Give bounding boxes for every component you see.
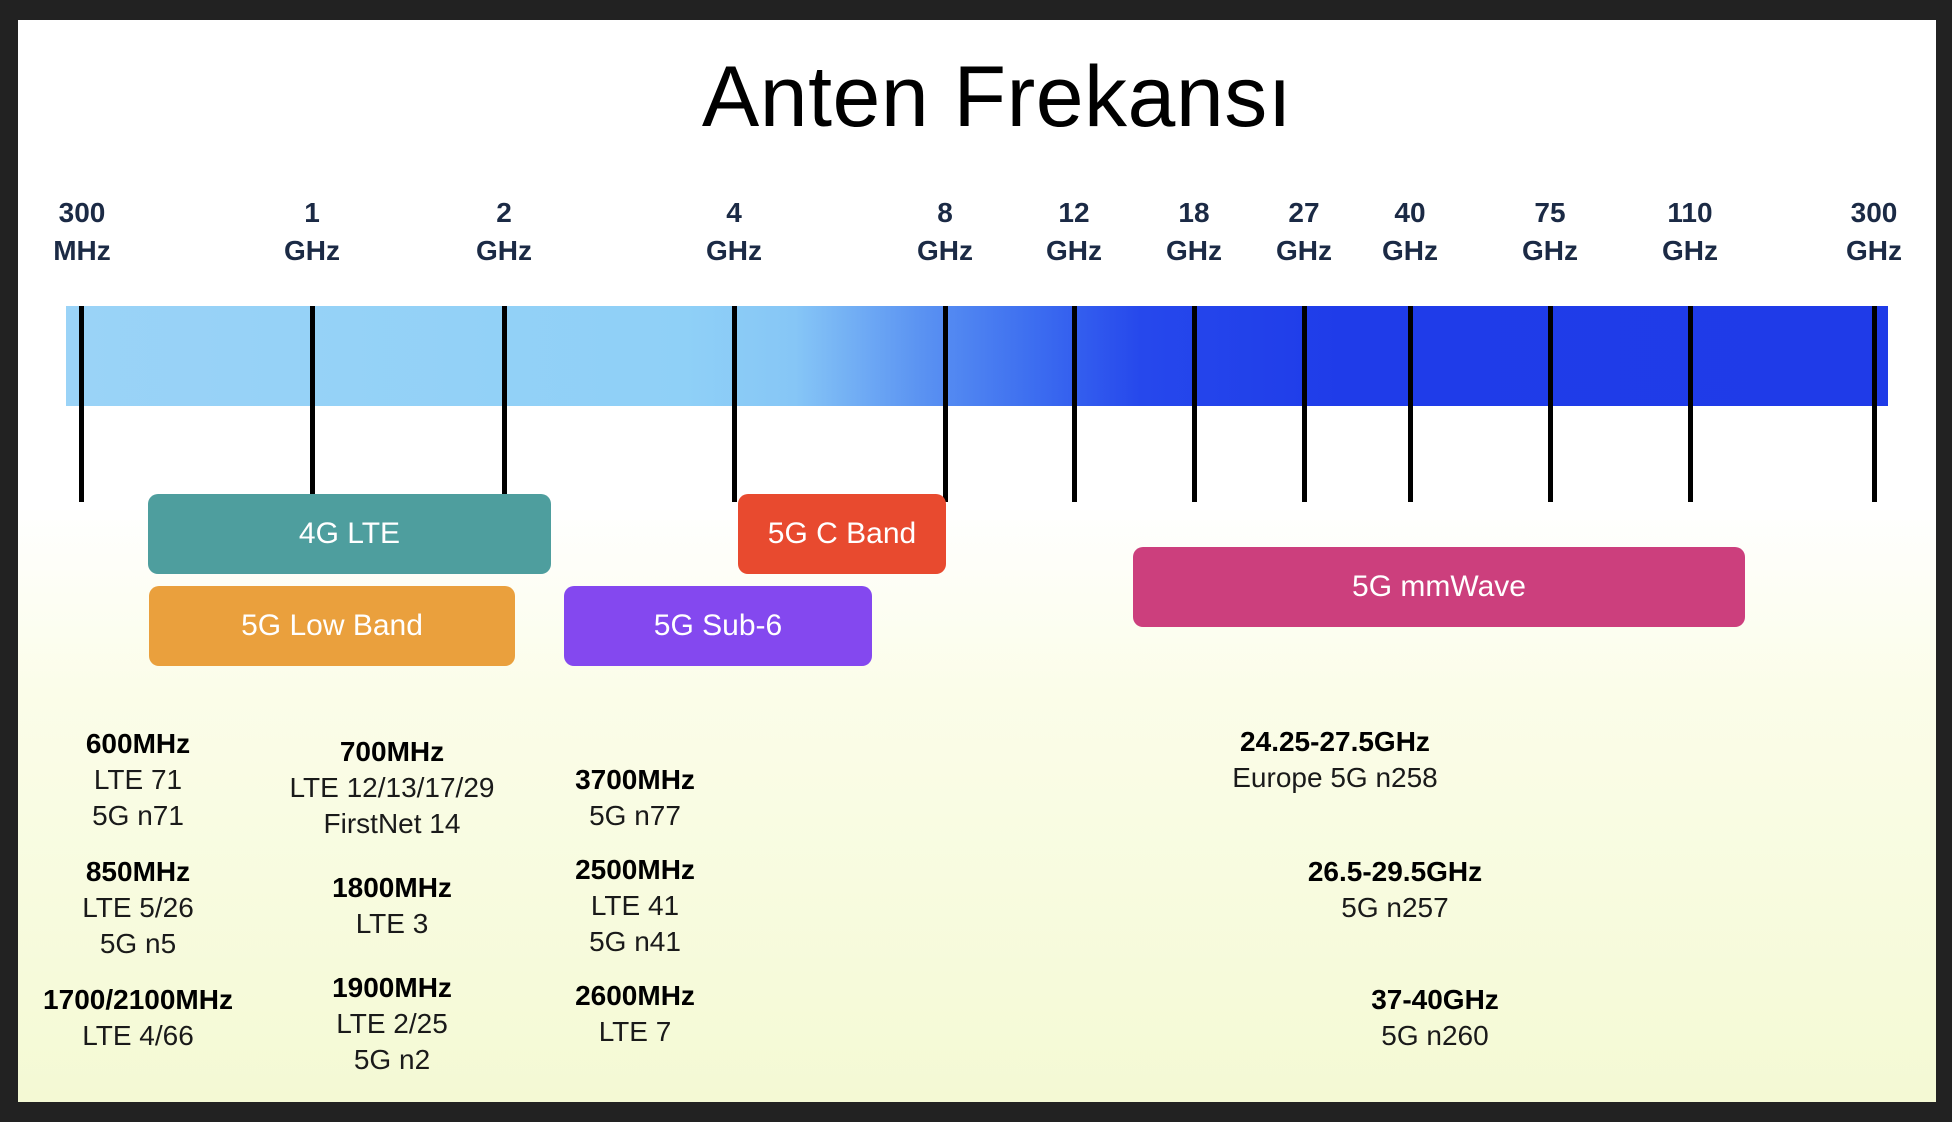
tick-line-300mhz — [79, 306, 84, 502]
freq-block-3700mhz: 3700MHz 5G n77 — [575, 764, 695, 831]
frequency-spectrum-bar — [66, 306, 1888, 406]
tick-label-2ghz: 2 GHz — [476, 197, 532, 266]
band-5g-sub-6: 5G Sub-6 — [564, 586, 872, 666]
tick-line-12ghz — [1072, 306, 1077, 502]
tick-line-40ghz — [1408, 306, 1413, 502]
tick-line-27ghz — [1302, 306, 1307, 502]
page-title: Anten Frekansı — [701, 49, 1293, 145]
slide: Anten Frekansı 300 MHz 1 GHz 2 GHz 4 GHz 8 GH… — [18, 20, 1936, 1102]
tick-line-4ghz — [732, 306, 737, 502]
band-5g-mmwave: 5G mmWave — [1133, 547, 1745, 627]
band-5g-low-band: 5G Low Band — [149, 586, 515, 666]
freq-block-2500mhz: 2500MHz LTE 41 5G n41 — [575, 854, 695, 957]
freq-block-26-29ghz: 26.5-29.5GHz 5G n257 — [1307, 856, 1483, 923]
tick-line-2ghz — [502, 306, 507, 502]
tick-label-75ghz: 75 GHz — [1522, 197, 1578, 266]
tick-label-27ghz: 27 GHz — [1276, 197, 1332, 266]
tick-label-1ghz: 1 GHz — [284, 197, 340, 266]
band-4g-lte: 4G LTE — [148, 494, 551, 574]
freq-block-24-27ghz: 24.25-27.5GHz Europe 5G n258 — [1232, 726, 1438, 793]
tick-line-1ghz — [310, 306, 315, 502]
tick-line-8ghz — [943, 306, 948, 502]
tick-label-300ghz: 300 GHz — [1846, 197, 1902, 266]
freq-block-1900mhz: 1900MHz LTE 2/25 5G n2 — [332, 972, 452, 1075]
freq-block-700mhz: 700MHz LTE 12/13/17/29 FirstNet 14 — [289, 736, 495, 839]
tick-label-8ghz: 8 GHz — [917, 197, 973, 266]
tick-label-4ghz: 4 GHz — [706, 197, 762, 266]
tick-label-300mhz: 300 MHz — [53, 197, 111, 266]
tick-label-12ghz: 12 GHz — [1046, 197, 1102, 266]
freq-block-37-40ghz: 37-40GHz 5G n260 — [1371, 984, 1499, 1051]
freq-block-1700-2100mhz: 1700/2100MHz LTE 4/66 — [43, 984, 233, 1051]
tick-line-300ghz — [1872, 306, 1877, 502]
band-5g-c-band: 5G C Band — [738, 494, 946, 574]
tick-label-18ghz: 18 GHz — [1166, 197, 1222, 266]
freq-block-850mhz: 850MHz LTE 5/26 5G n5 — [82, 856, 194, 959]
freq-block-2600mhz: 2600MHz LTE 7 — [575, 980, 695, 1047]
tick-label-110ghz: 110 GHz — [1662, 197, 1718, 266]
freq-block-600mhz: 600MHz LTE 71 5G n71 — [85, 728, 191, 831]
freq-block-1800mhz: 1800MHz LTE 3 — [332, 872, 452, 939]
tick-line-110ghz — [1688, 306, 1693, 502]
tick-line-75ghz — [1548, 306, 1553, 502]
tick-line-18ghz — [1192, 306, 1197, 502]
tick-label-40ghz: 40 GHz — [1382, 197, 1438, 266]
